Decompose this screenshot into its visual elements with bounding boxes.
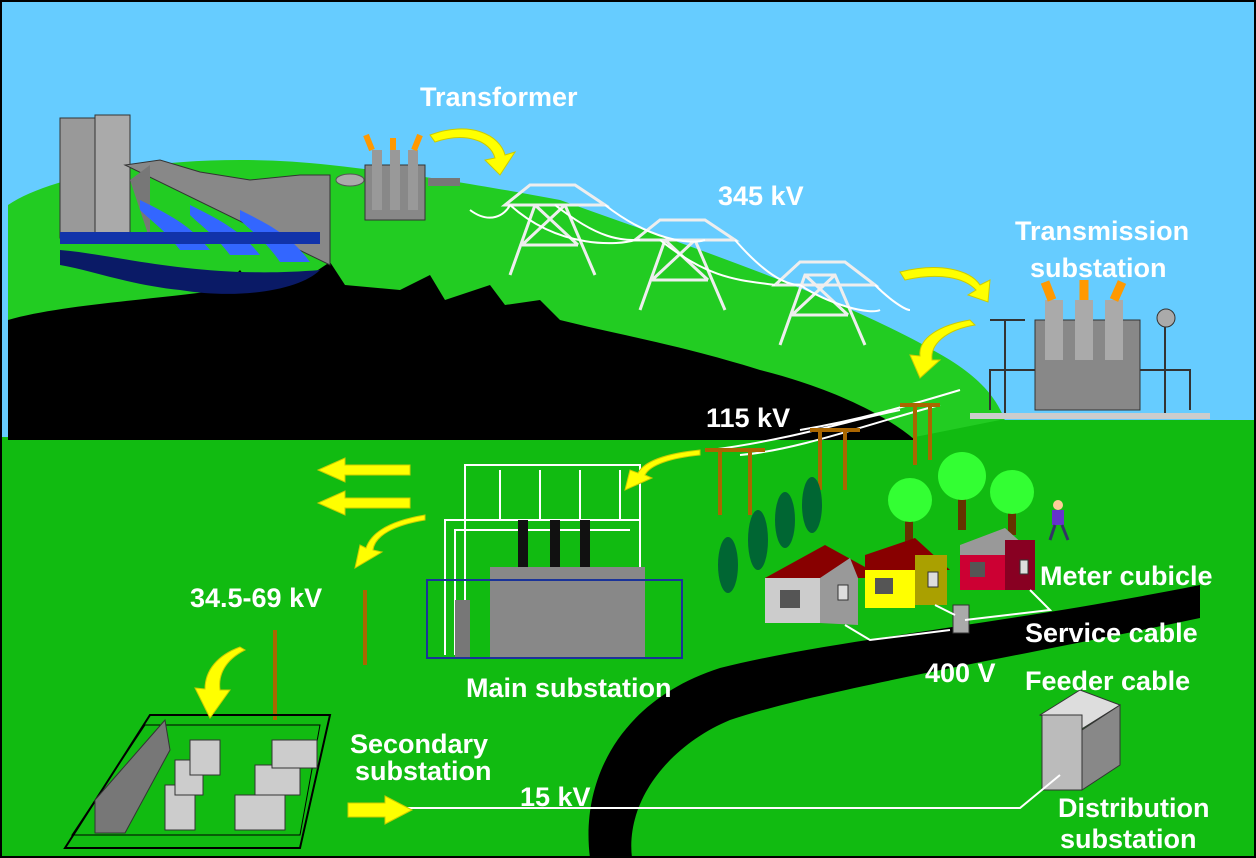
dam-part — [60, 232, 320, 244]
transformer-icon-part — [408, 150, 418, 210]
transmission-substation-icon-part — [1157, 309, 1175, 327]
distribution-substation-icon-part — [1042, 715, 1082, 790]
main-substation-icon-part — [518, 520, 528, 570]
trees-part — [990, 470, 1034, 514]
secondary-substation-icon-part — [235, 795, 285, 830]
main-substation-label: Main substation — [466, 673, 672, 703]
v400-label: 400 V — [925, 658, 996, 688]
trees-part — [938, 452, 986, 500]
feeder-cable-label: Feeder cable — [1025, 666, 1190, 696]
dam-part — [95, 115, 130, 240]
kv115-label: 115 kV — [706, 403, 790, 433]
secondary-substation-label: substation — [355, 756, 492, 786]
trees-part — [748, 510, 768, 570]
trees-part — [888, 478, 932, 522]
houses-part — [838, 585, 848, 600]
transformer-icon-part — [428, 178, 460, 186]
houses-part — [780, 590, 800, 608]
secondary-substation-icon-part — [272, 740, 317, 768]
transmission-substation-icon-part — [1075, 300, 1093, 360]
secondary-substation-label: Secondary — [350, 729, 488, 759]
transformer-icon-part — [336, 174, 364, 186]
houses-part — [970, 562, 985, 577]
houses-part — [1053, 500, 1063, 510]
houses-part — [928, 572, 938, 587]
transformer-icon-part — [390, 150, 400, 210]
transformer-label: Transformer — [420, 82, 578, 112]
houses-part — [875, 578, 893, 594]
distribution-substation-label: Distribution — [1058, 793, 1209, 823]
transmission-substation-icon-part — [1045, 300, 1063, 360]
kv345-label: 345 kV — [718, 181, 804, 211]
transmission-substation-label: substation — [1030, 253, 1167, 283]
houses-part — [1052, 510, 1064, 525]
trees-part — [775, 492, 795, 548]
kv34-69-label: 34.5-69 kV — [190, 583, 322, 613]
transformer-icon-part — [372, 150, 382, 210]
trees-part — [718, 537, 738, 593]
trees-part — [802, 477, 822, 533]
transmission-substation-label: Transmission — [1015, 216, 1189, 246]
main-substation-icon-part — [580, 520, 590, 570]
distribution-substation-label: substation — [1060, 824, 1197, 854]
service-cable-label: Service cable — [1025, 618, 1198, 648]
secondary-substation-icon-part — [255, 765, 300, 795]
transmission-substation-icon-part — [1105, 300, 1123, 360]
kv15-label: 15 kV — [520, 782, 591, 812]
main-substation-icon-part — [455, 600, 470, 657]
transmission-substation-icon-part — [970, 413, 1210, 419]
main-substation-icon-part — [550, 520, 560, 570]
houses-part — [1020, 560, 1028, 574]
power-distribution-diagram: Transformer 345 kV Transmission substation 1… — [0, 0, 1256, 858]
meter-cubicle-label: Meter cubicle — [1040, 561, 1213, 591]
secondary-substation-icon-part — [190, 740, 220, 775]
